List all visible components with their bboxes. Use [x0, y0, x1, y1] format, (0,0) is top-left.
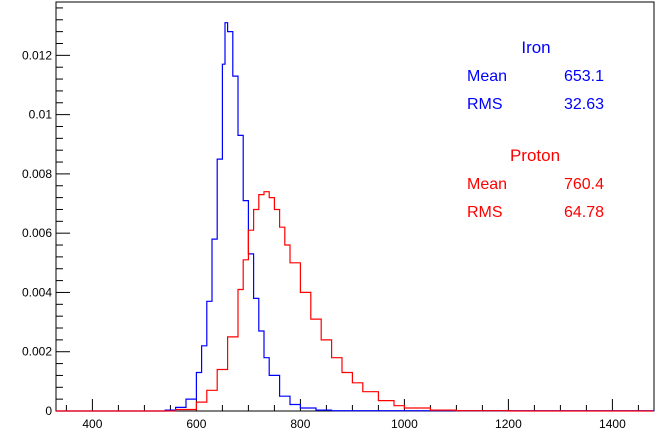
y-tick-label: 0.008: [22, 167, 52, 181]
stats-box-iron: Iron Mean 653.1 RMS 32.63: [467, 38, 604, 113]
series-line-iron: [56, 22, 655, 412]
y-axis: 0 0.002 0.004 0.006 0.008 0.01 0.012: [22, 7, 70, 418]
y-tick-label: 0.006: [22, 226, 52, 240]
iron-mean-label: Mean: [467, 68, 507, 85]
x-axis: 400 600 800 1000 1200 1400: [65, 399, 639, 431]
x-tick-label: 1200: [495, 417, 522, 431]
legend-series-name-iron: Iron: [521, 38, 550, 57]
plot-frame: [55, 1, 655, 412]
proton-mean-value: 760.4: [564, 176, 604, 193]
proton-rms-value: 64.78: [564, 204, 604, 221]
y-tick-label: 0.002: [22, 345, 52, 359]
iron-rms-label: RMS: [467, 96, 503, 113]
iron-rms-value: 32.63: [564, 96, 604, 113]
x-tick-label: 1000: [391, 417, 418, 431]
series-layer: [56, 22, 655, 412]
x-tick-label: 600: [186, 417, 206, 431]
proton-rms-label: RMS: [467, 204, 503, 221]
legend-series-name-proton: Proton: [510, 146, 560, 165]
y-tick-label: 0: [45, 404, 52, 418]
x-tick-label: 800: [290, 417, 310, 431]
proton-mean-label: Mean: [467, 176, 507, 193]
x-tick-label: 400: [82, 417, 102, 431]
y-tick-label: 0.004: [22, 285, 52, 299]
y-tick-label: 0.012: [22, 48, 52, 62]
series-line-proton: [56, 191, 654, 412]
x-tick-label: 1400: [599, 417, 626, 431]
y-tick-label: 0.01: [29, 108, 53, 122]
stats-box-proton: Proton Mean 760.4 RMS 64.78: [467, 146, 604, 221]
iron-mean-value: 653.1: [564, 68, 604, 85]
